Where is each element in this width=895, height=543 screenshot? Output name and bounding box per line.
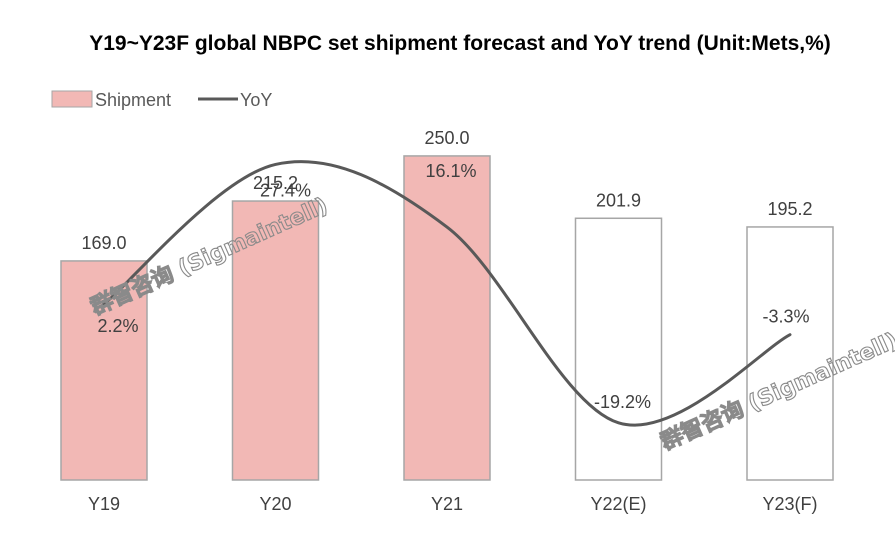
yoy-value-label: 2.2% [97, 316, 138, 336]
bar-labels-group: 169.0 215.2 250.0 201.9 195.2 [81, 128, 812, 253]
bar-value-label: 169.0 [81, 233, 126, 253]
yoy-line [102, 160, 792, 427]
bar-Y19 [60, 260, 148, 481]
bar-value-label: 250.0 [424, 128, 469, 148]
legend-yoy-label: YoY [240, 90, 272, 110]
yoy-point-Y20 [274, 162, 278, 166]
x-tick-label: Y19 [88, 494, 120, 514]
yoy-point-Y22(E) [617, 421, 621, 425]
yoy-point-Y23(F) [788, 333, 792, 337]
bar-Y23(F) [746, 226, 834, 481]
yoy-line-group [102, 160, 792, 427]
yoy-value-label: 16.1% [425, 161, 476, 181]
x-tick-label: Y20 [259, 494, 291, 514]
legend-shipment-label: Shipment [95, 90, 171, 110]
yoy-labels-group: 2.2% 27.4% 16.1% -19.2% -3.3% [97, 161, 809, 412]
bar-value-label: 201.9 [596, 190, 641, 210]
bar-value-label: 215.2 [253, 173, 298, 193]
bar-Y20 [231, 200, 320, 481]
bars-group [60, 155, 834, 481]
legend-shipment-swatch [51, 90, 93, 108]
legend: Shipment YoY [51, 90, 272, 110]
x-axis-ticks: Y19 Y20 Y21 Y22(E) Y23(F) [88, 494, 818, 514]
chart-title: Y19~Y23F global NBPC set shipment foreca… [89, 32, 831, 55]
yoy-point-Y21 [445, 225, 449, 229]
x-tick-label: Y21 [431, 494, 463, 514]
bar-Y22(E) [574, 217, 663, 481]
bar-value-label: 195.2 [767, 199, 812, 219]
yoy-value-label: -3.3% [762, 307, 809, 327]
yoy-value-label: -19.2% [594, 392, 651, 412]
x-tick-label: Y22(E) [590, 494, 646, 514]
x-tick-label: Y23(F) [762, 494, 817, 514]
yoy-value-label: 27.4% [260, 180, 311, 200]
bar-Y21 [403, 155, 491, 481]
